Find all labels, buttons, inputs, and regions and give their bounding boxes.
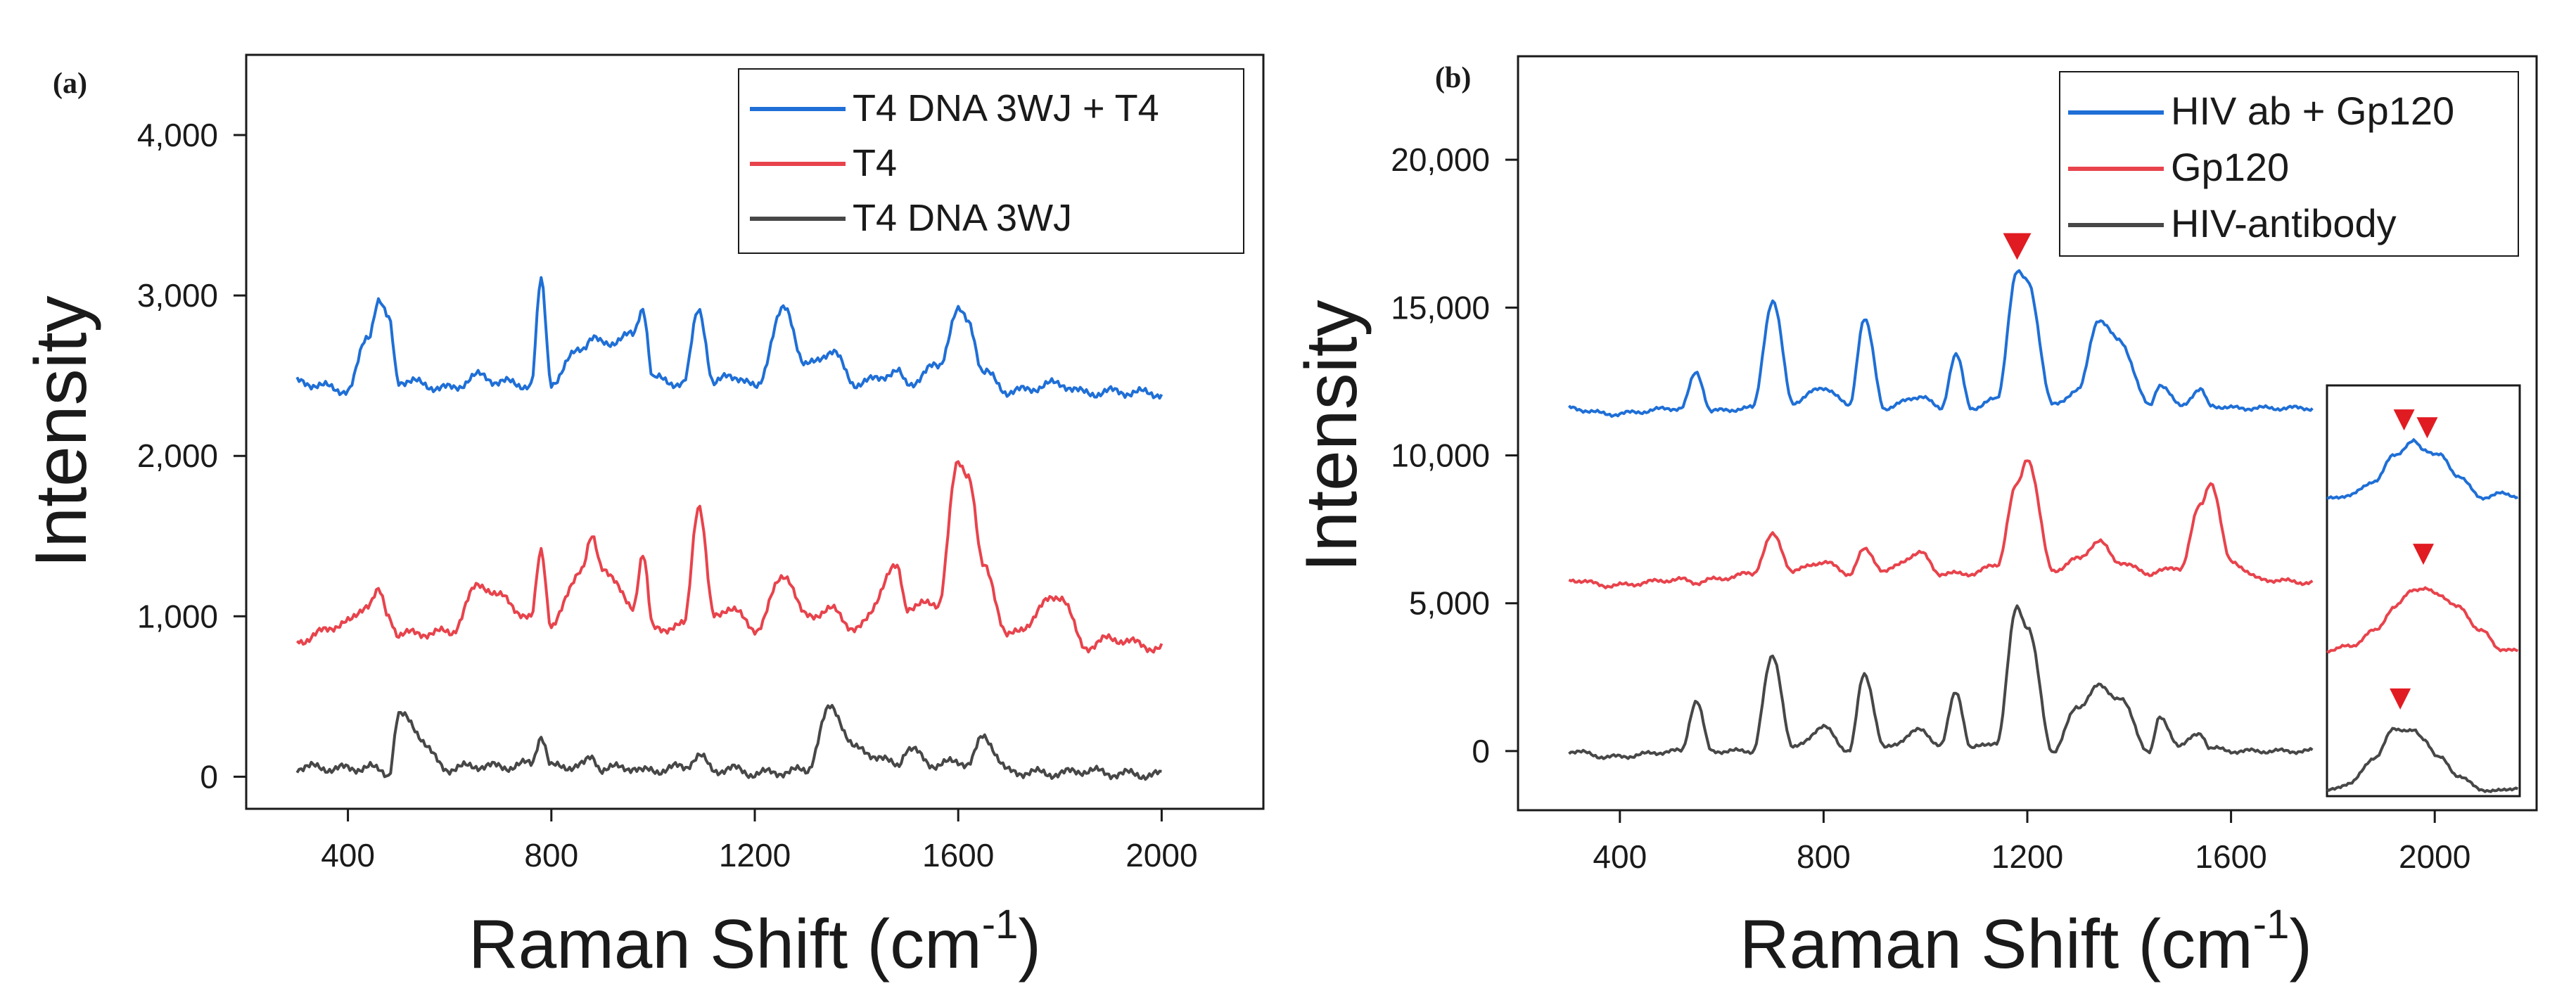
series-line-gp120 xyxy=(1568,459,2314,589)
panel-b-series xyxy=(1567,269,2314,760)
legend-label-t4-dna-3wj: T4 DNA 3WJ xyxy=(853,197,1072,239)
y-tick-label: 0 xyxy=(200,758,218,795)
panel-a-axes: 400 800 1200 1600 2000 0 1,000 2,000 3,000 4,000 xyxy=(137,117,1198,874)
panel-b-x-axis-label: Raman Shift (cm-1) xyxy=(1740,902,2312,983)
x-tick-label: 400 xyxy=(321,837,375,874)
series-line-t4-dna-3wj-t4 xyxy=(295,276,1163,400)
panel-a-legend: T4 DNA 3WJ + T4 T4 T4 DNA 3WJ xyxy=(738,68,1244,254)
inset-line xyxy=(2326,437,2518,501)
y-tick-label: 5,000 xyxy=(1409,585,1490,622)
series-line-hiv-ab-gp120 xyxy=(1567,269,2314,418)
y-tick-label: 20,000 xyxy=(1391,141,1490,178)
y-tick-label: 1,000 xyxy=(137,598,218,634)
y-tick-label: 15,000 xyxy=(1391,289,1490,326)
panel-b-y-axis-label: Intensity xyxy=(1291,300,1372,572)
panel-a-label: (a) xyxy=(53,68,87,100)
legend-label-t4: T4 xyxy=(853,142,897,184)
panel-b-label: (b) xyxy=(1435,62,1471,94)
panel-a-y-axis-label: Intensity xyxy=(20,295,102,568)
peak-marker-icon xyxy=(2003,233,2032,260)
x-tick-label: 800 xyxy=(524,837,578,874)
x-tick-label: 2000 xyxy=(2399,838,2470,875)
series-line-t4-dna-3wj xyxy=(295,703,1162,781)
inset-plot xyxy=(2326,384,2521,798)
y-tick-label: 4,000 xyxy=(137,117,218,153)
y-tick-label: 3,000 xyxy=(137,277,218,314)
legend-label-hiv-antibody: HIV-antibody xyxy=(2171,201,2397,245)
panel-b: (b) 400 800 1200 1600 2000 0 5,000 10,000 15,000… xyxy=(1291,55,2538,983)
x-tick-label: 1200 xyxy=(1991,838,2063,875)
series-line-hiv-antibody xyxy=(1568,604,2314,760)
panel-a-legend-box xyxy=(738,68,1244,254)
y-tick-label: 0 xyxy=(1472,733,1490,769)
panel-b-legend: HIV ab + Gp120 Gp120 HIV-antibody xyxy=(2059,71,2519,257)
legend-label-hiv-ab-gp120: HIV ab + Gp120 xyxy=(2171,89,2454,133)
legend-label-gp120: Gp120 xyxy=(2171,145,2289,189)
panel-a-x-axis-label: Raman Shift (cm-1) xyxy=(468,902,1041,983)
inset-peak-marker-icon xyxy=(2413,544,2434,565)
x-tick-label: 2000 xyxy=(1126,837,1197,874)
inset-peak-marker-icon xyxy=(2416,417,2438,439)
inset-peak-marker-icon xyxy=(2390,688,2411,710)
x-tick-label: 800 xyxy=(1797,838,1851,875)
y-tick-label: 10,000 xyxy=(1391,437,1490,474)
panel-a-series xyxy=(295,276,1163,781)
x-tick-label: 1600 xyxy=(922,837,994,874)
panel-b-annotations xyxy=(2003,233,2032,260)
panel-b-axes: 400 800 1200 1600 2000 0 5,000 10,000 15,000 20,0… xyxy=(1391,141,2470,875)
inset-line xyxy=(2326,727,2519,793)
x-tick-label: 1200 xyxy=(719,837,791,874)
inset-peak-marker-icon xyxy=(2393,409,2415,431)
panel-a: (a) 400 800 1200 1600 2000 0 1,000 2,000 3,000 4,… xyxy=(20,53,1265,983)
x-tick-label: 1600 xyxy=(2195,838,2266,875)
x-tick-label: 400 xyxy=(1593,838,1647,875)
series-line-t4 xyxy=(295,460,1163,654)
y-tick-label: 2,000 xyxy=(137,437,218,474)
inset-line xyxy=(2326,586,2519,654)
legend-label-t4-dna-3wj-t4: T4 DNA 3WJ + T4 xyxy=(853,87,1159,129)
inset-series xyxy=(2326,409,2519,793)
